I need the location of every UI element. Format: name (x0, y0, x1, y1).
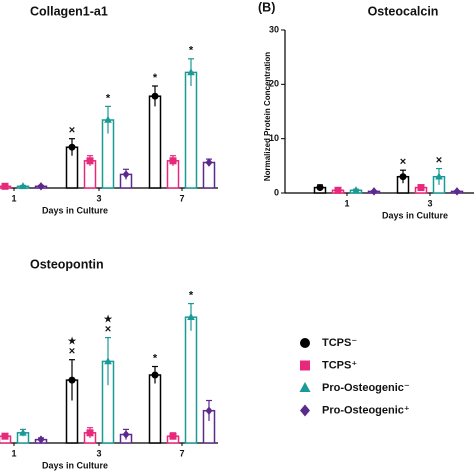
x-axis-label: Days in Culture (382, 210, 448, 220)
marker (37, 182, 45, 191)
annotation: × (436, 154, 442, 166)
marker (86, 429, 94, 437)
marker (1, 182, 9, 190)
annotation: × (105, 324, 111, 336)
marker (68, 376, 76, 384)
x-axis-label: Days in Culture (42, 460, 108, 470)
marker (104, 357, 112, 365)
x-tick-label: 1 (344, 198, 349, 208)
y-axis-label: Normalized Protein Concentration (263, 52, 272, 181)
marker (300, 338, 310, 348)
x-tick-label: 7 (179, 193, 184, 203)
marker (299, 382, 311, 392)
marker (316, 184, 324, 192)
x-tick-label: 1 (11, 448, 16, 458)
marker (122, 430, 130, 439)
x-tick-label: 1 (11, 193, 16, 203)
marker (205, 158, 213, 167)
marker (104, 115, 112, 123)
marker (300, 404, 310, 417)
marker (169, 157, 177, 165)
chart-title: Collagen1-a1 (30, 4, 108, 18)
legend-label: Pro-Osteogenic⁺ (322, 404, 410, 416)
annotation: * (189, 45, 194, 57)
bar (148, 374, 162, 444)
x-tick-label: 3 (96, 448, 101, 458)
annotation: ★ (103, 314, 113, 326)
marker (86, 157, 94, 165)
legend-label: Pro-Osteogenic⁻ (322, 382, 410, 394)
marker (19, 182, 27, 190)
marker (151, 92, 159, 100)
marker (352, 186, 360, 194)
marker (37, 435, 45, 444)
marker (453, 187, 461, 196)
marker (19, 428, 27, 436)
y-tick-label: 0 (274, 187, 279, 197)
x-axis-label: Days in Culture (42, 205, 108, 215)
marker (300, 360, 310, 371)
annotation: ★ (67, 336, 77, 348)
annotation: * (153, 72, 158, 84)
annotation: × (400, 156, 406, 168)
marker (399, 173, 407, 181)
marker (334, 186, 342, 194)
annotation: * (189, 290, 194, 302)
legend-label: TCPS⁻ (322, 337, 357, 349)
legend-label: TCPS⁺ (322, 359, 357, 371)
y-tick-label: 10 (269, 133, 279, 143)
bar (148, 95, 162, 189)
marker (169, 432, 177, 440)
marker (187, 68, 195, 76)
x-tick-label: 3 (427, 198, 432, 208)
marker (151, 371, 159, 379)
marker (1, 432, 9, 440)
x-tick-label: 7 (179, 448, 184, 458)
marker (122, 170, 130, 179)
marker (187, 313, 195, 320)
marker (435, 172, 443, 180)
marker (417, 184, 425, 192)
annotation: × (69, 346, 75, 358)
bar (184, 71, 198, 189)
bar (184, 316, 198, 444)
y-tick-label: 30 (269, 24, 279, 34)
annotation: × (69, 125, 75, 137)
marker (370, 187, 378, 196)
x-tick-label: 3 (96, 193, 101, 203)
annotation: * (153, 352, 158, 364)
chart-title: Osteopontin (30, 257, 104, 271)
annotation: * (106, 92, 111, 104)
y-tick-label: 20 (269, 79, 279, 89)
marker (205, 406, 213, 415)
marker (68, 143, 76, 151)
chart-title: Osteocalcin (368, 4, 439, 18)
panel-label: (B) (258, 0, 275, 14)
